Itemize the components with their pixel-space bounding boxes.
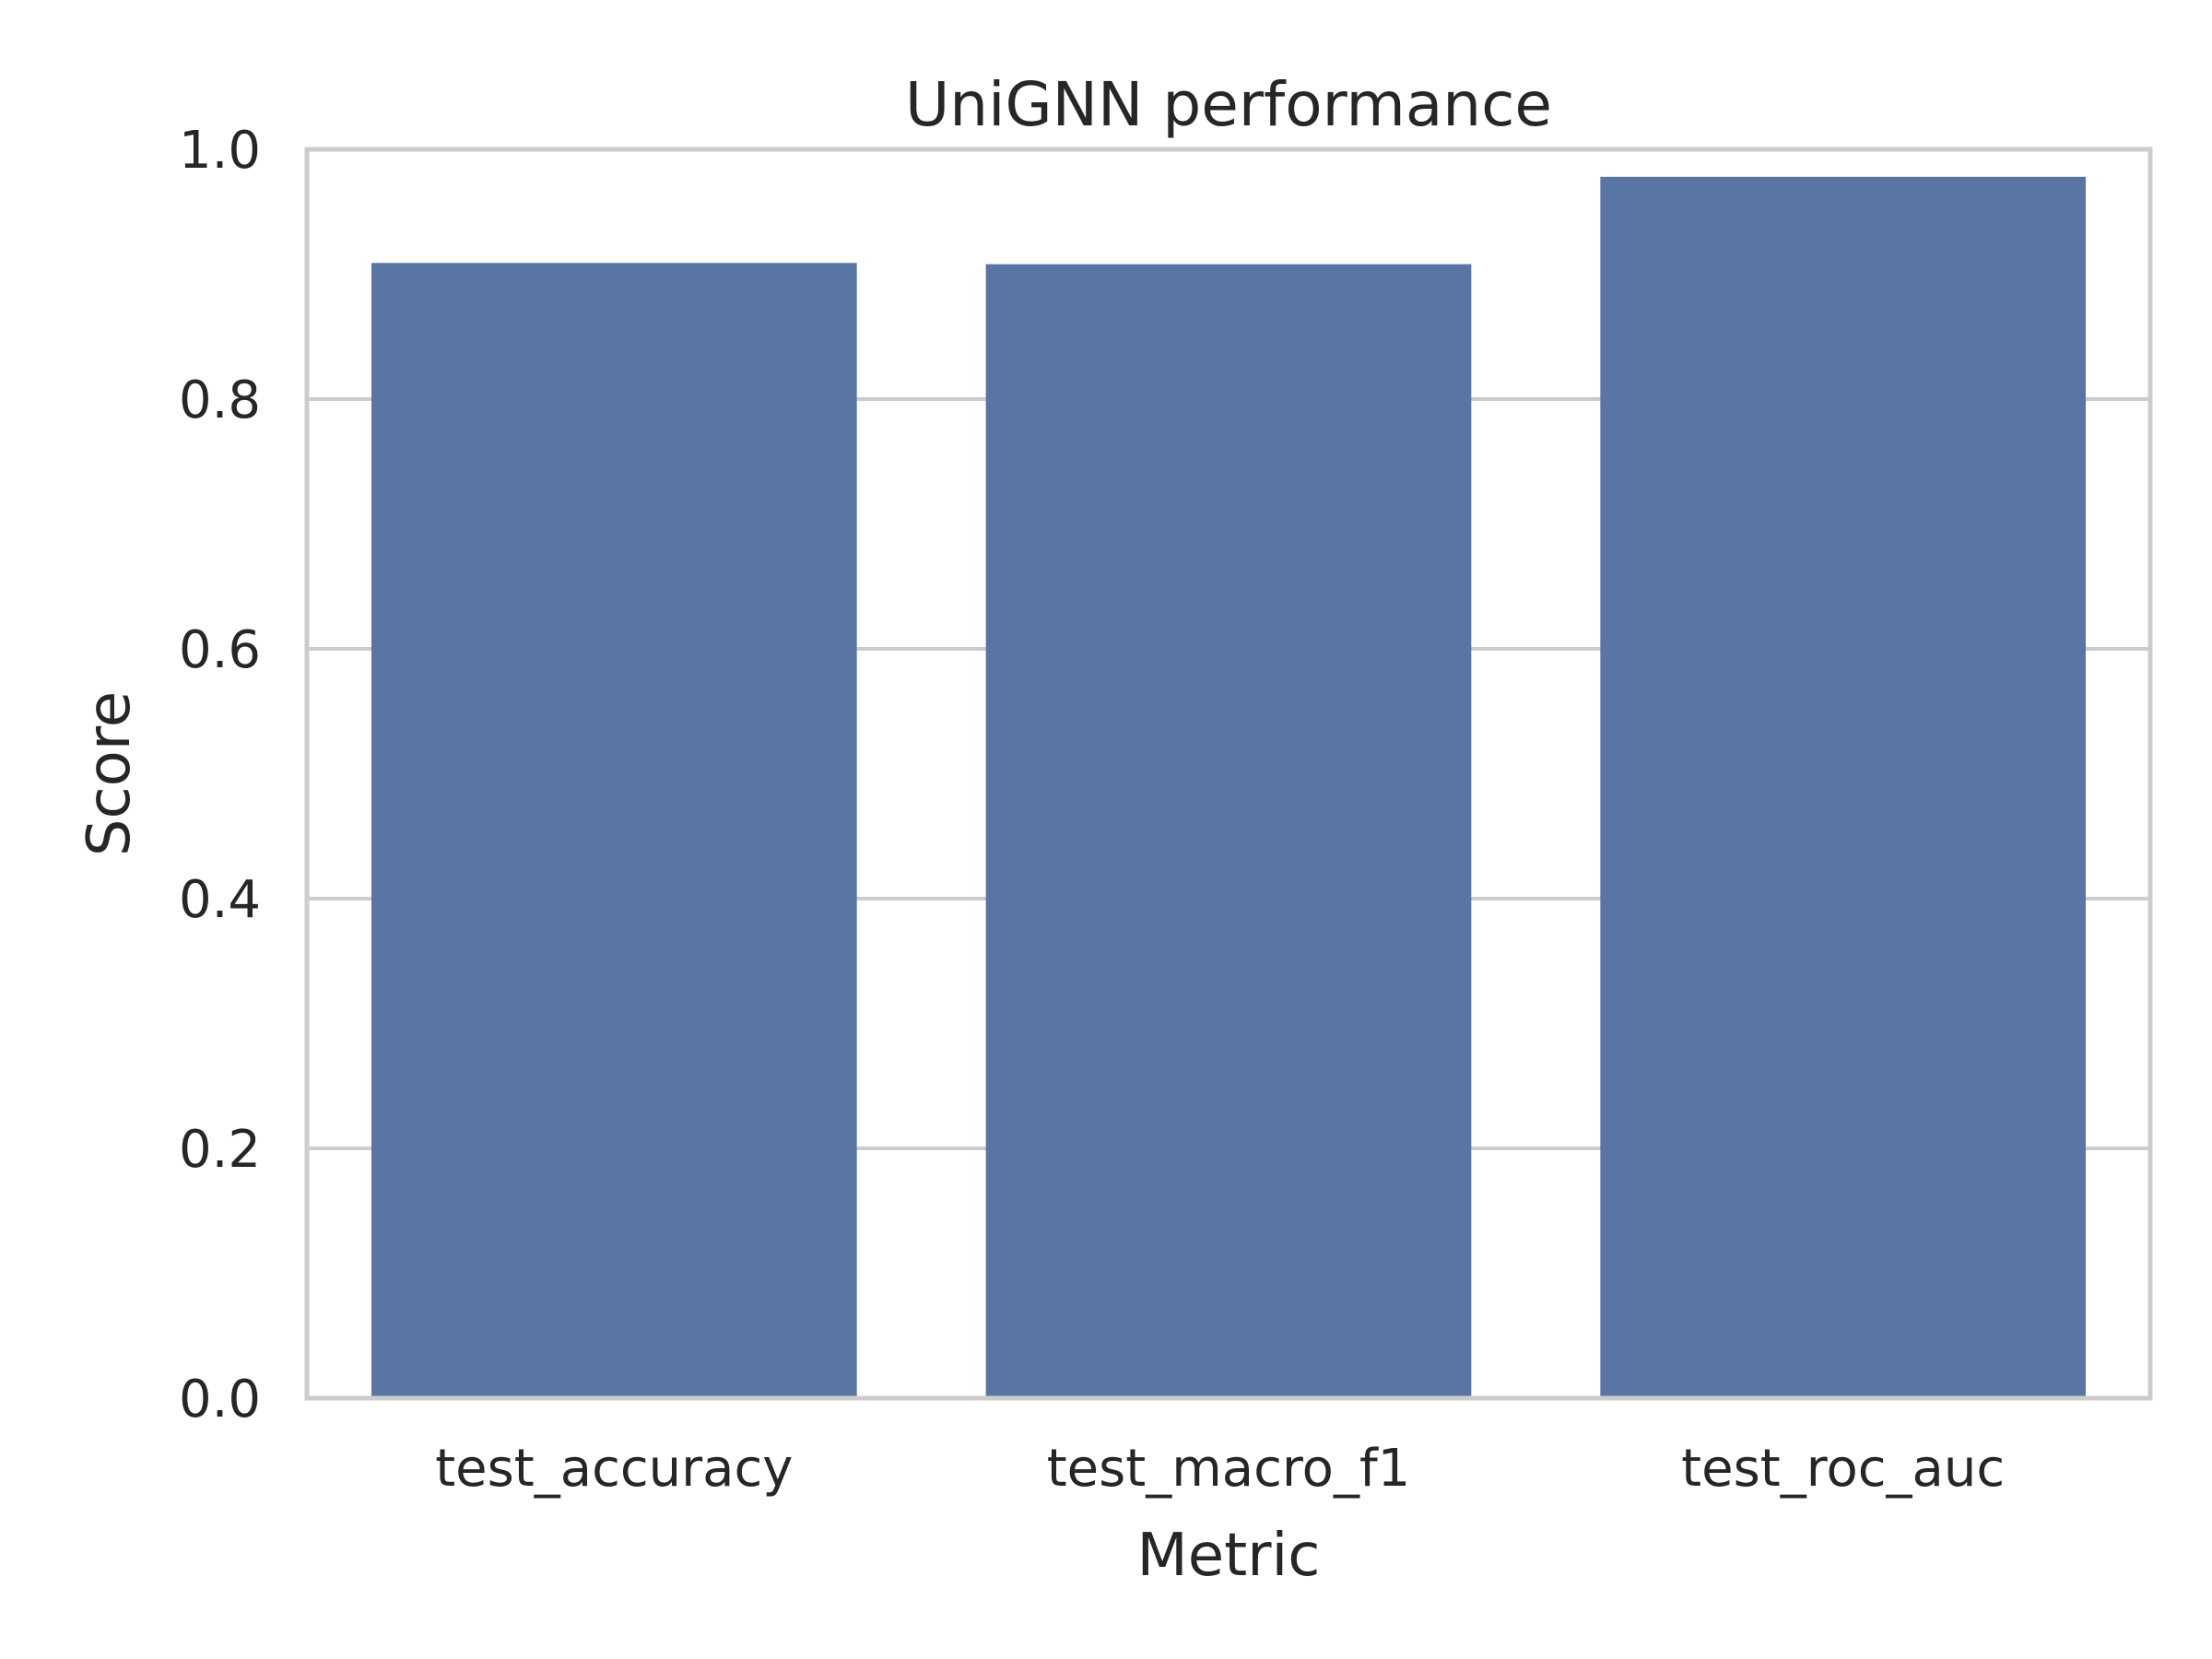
y-tick-label: 0.8 <box>179 371 261 430</box>
x-tick-label: test_accuracy <box>435 1439 793 1499</box>
y-tick-labels: 0.0 0.2 0.4 0.6 0.8 1.0 <box>179 121 261 1430</box>
y-tick-label: 0.0 <box>179 1370 261 1430</box>
plot-frame <box>304 147 2153 1401</box>
x-axis-label: Metric <box>1137 1522 1321 1590</box>
y-tick-label: 0.4 <box>179 870 261 930</box>
y-tick-label: 0.2 <box>179 1120 261 1180</box>
bar-test-roc-auc <box>1600 176 2086 1398</box>
bars <box>371 176 2086 1399</box>
y-tick-label: 1.0 <box>179 121 261 181</box>
y-tick-label: 0.6 <box>179 620 261 680</box>
x-tick-label: test_macro_f1 <box>1047 1439 1411 1499</box>
bar-test-accuracy <box>371 263 857 1399</box>
bar-test-macro-f1 <box>985 264 1472 1398</box>
x-tick-labels: test_accuracy test_macro_f1 test_roc_auc <box>435 1439 2005 1499</box>
y-axis-label: Score <box>76 691 144 856</box>
x-tick-label: test_roc_auc <box>1681 1439 2005 1499</box>
chart-title: UniGNN performance <box>905 69 1552 140</box>
